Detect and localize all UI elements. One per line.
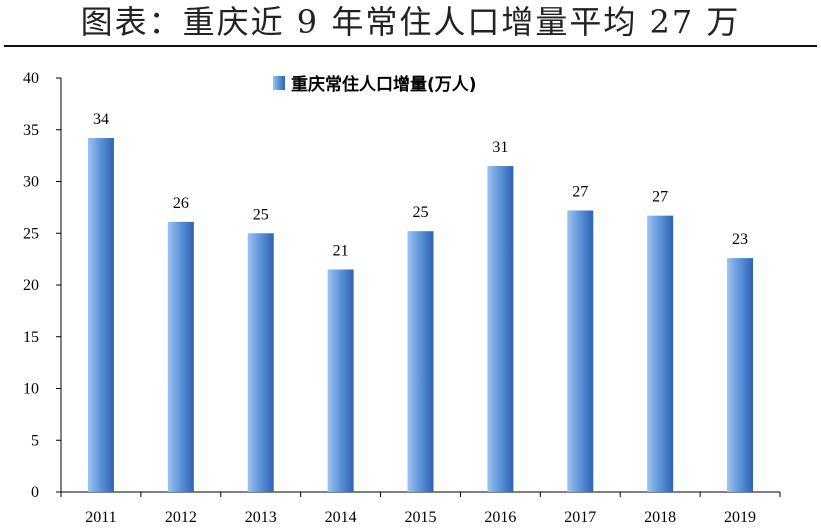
x-tick-label: 2017 — [564, 509, 596, 526]
data-labels: 34 26 25 21 25 31 27 27 23 — [93, 111, 748, 259]
x-tick-label: 2015 — [405, 509, 437, 526]
bars — [87, 138, 754, 493]
y-tick-label: 40 — [23, 70, 39, 87]
chart-title: 图表：重庆近 9 年常住人口增量平均 27 万 — [80, 3, 741, 41]
data-label: 27 — [652, 189, 668, 206]
bar — [647, 215, 674, 492]
x-tick-label: 2012 — [165, 509, 197, 526]
data-label: 31 — [492, 139, 508, 156]
y-tick-label: 20 — [23, 277, 39, 294]
bar — [487, 165, 514, 492]
data-label: 23 — [732, 231, 748, 248]
bar — [327, 269, 354, 492]
legend-swatch — [273, 76, 285, 90]
x-tick-label: 2011 — [85, 509, 116, 526]
legend-label: 重庆常住人口增量(万人) — [291, 74, 477, 95]
y-tick-label: 25 — [23, 225, 39, 242]
bar — [247, 233, 274, 492]
data-label: 27 — [572, 183, 588, 200]
x-tick-label: 2019 — [724, 509, 756, 526]
y-tick-label: 10 — [23, 381, 39, 398]
bar — [407, 231, 434, 492]
x-tick-label: 2013 — [245, 509, 277, 526]
data-label: 34 — [93, 111, 109, 128]
data-label: 26 — [173, 195, 189, 212]
legend: 重庆常住人口增量(万人) — [273, 74, 477, 95]
data-label: 21 — [333, 242, 349, 259]
bar — [167, 221, 194, 493]
data-label: 25 — [413, 204, 429, 221]
y-tick-label: 0 — [31, 484, 39, 501]
x-tick-label: 2016 — [484, 509, 516, 526]
data-label: 25 — [253, 206, 269, 223]
bar — [87, 138, 114, 492]
x-tick-label: 2014 — [325, 509, 357, 526]
bar — [567, 210, 594, 493]
y-tick-label: 15 — [23, 329, 39, 346]
title-underline — [4, 45, 817, 47]
y-tick-label: 35 — [23, 122, 39, 139]
y-tick-label: 30 — [23, 174, 39, 191]
y-tick-label: 5 — [31, 432, 39, 449]
x-tick-label: 2018 — [644, 509, 676, 526]
bar — [727, 258, 754, 492]
